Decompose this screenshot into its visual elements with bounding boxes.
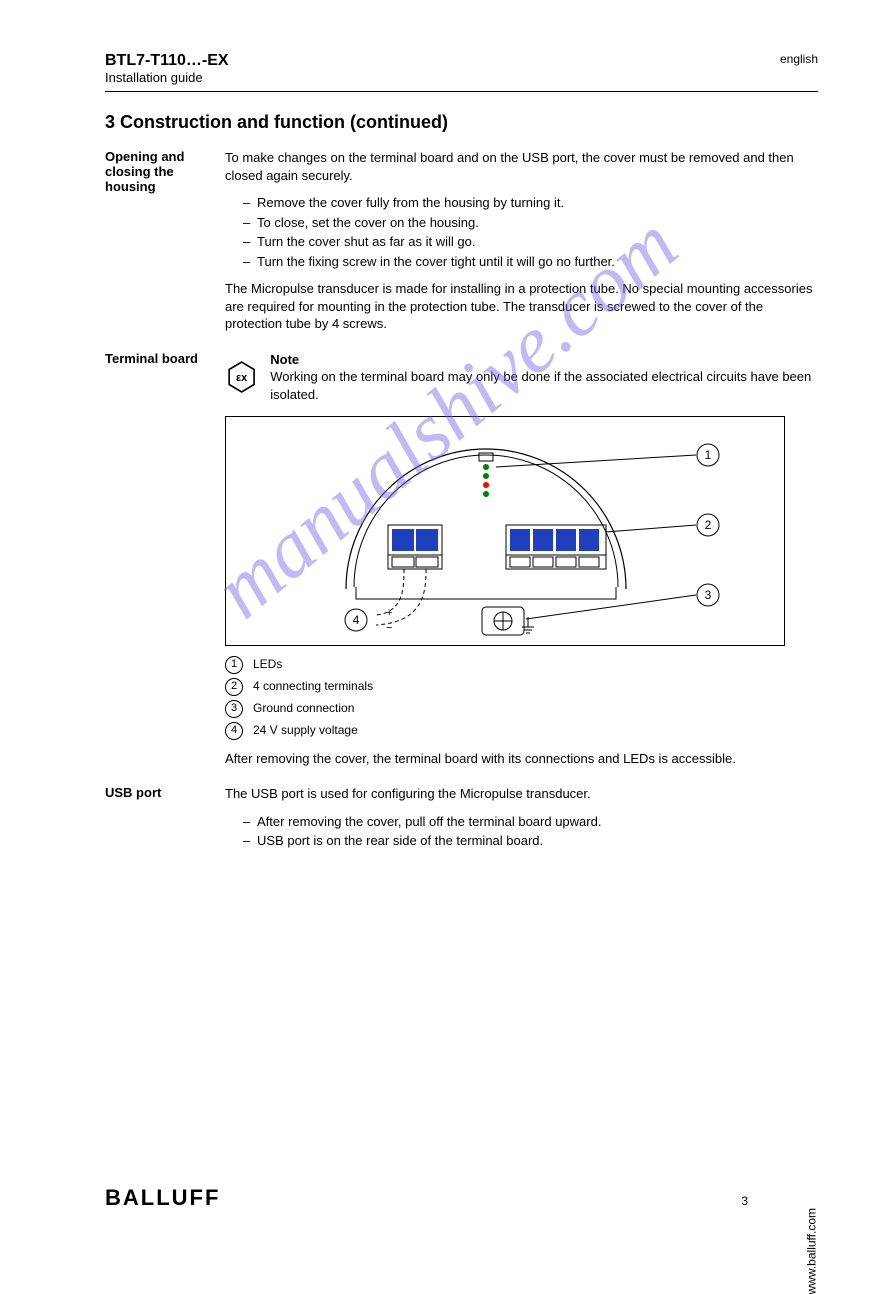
- opening-bullets: Remove the cover fully from the housing …: [225, 194, 818, 270]
- svg-text:εx: εx: [236, 372, 247, 384]
- legend-badge: 3: [225, 700, 243, 718]
- legend-badge: 4: [225, 722, 243, 740]
- legend-badge: 1: [225, 656, 243, 674]
- list-item: Turn the fixing screw in the cover tight…: [243, 253, 818, 271]
- svg-text:3: 3: [705, 588, 712, 602]
- terminal-section: Terminal board εx Note Working on the te…: [105, 351, 818, 777]
- list-item: To close, set the cover on the housing.: [243, 214, 818, 232]
- ex-hazard-icon: εx: [225, 359, 258, 395]
- svg-text:−: −: [386, 622, 392, 634]
- opening-section: Opening and closing the housing To make …: [105, 149, 818, 343]
- list-item: Remove the cover fully from the housing …: [243, 194, 818, 212]
- opening-label: Opening and closing the housing: [105, 149, 225, 343]
- usb-intro: The USB port is used for configuring the…: [225, 785, 818, 803]
- terminal-diagram: 1: [225, 416, 818, 740]
- usb-section: USB port The USB port is used for config…: [105, 785, 818, 860]
- language-label: english: [780, 52, 818, 66]
- svg-text:2: 2: [705, 518, 712, 532]
- usb-label: USB port: [105, 785, 225, 860]
- usb-bullets: After removing the cover, pull off the t…: [225, 813, 818, 850]
- page: BTL7-T110…-EX Installation guide english…: [0, 0, 893, 908]
- svg-text:1: 1: [705, 448, 712, 462]
- header-rule: [105, 91, 818, 92]
- doc-subtitle: Installation guide: [105, 70, 229, 85]
- footer-url: www.balluff.com: [804, 1208, 818, 1294]
- header: BTL7-T110…-EX Installation guide english: [105, 52, 818, 85]
- diagram-legend: 1 LEDs 2 4 connecting terminals 3 Ground co…: [225, 656, 818, 740]
- opening-intro: To make changes on the terminal board an…: [225, 149, 818, 184]
- legend-text: LEDs: [253, 656, 282, 672]
- list-item: USB port is on the rear side of the term…: [243, 832, 818, 850]
- doc-title: BTL7-T110…-EX: [105, 52, 229, 70]
- legend-text: 24 V supply voltage: [253, 722, 358, 738]
- terminal-label: Terminal board: [105, 351, 225, 777]
- page-number: 3: [741, 1194, 748, 1208]
- svg-text:4: 4: [353, 613, 360, 627]
- list-item: Turn the cover shut as far as it will go…: [243, 233, 818, 251]
- opening-outro: The Micropulse transducer is made for in…: [225, 280, 818, 333]
- note-title: Note: [270, 351, 818, 369]
- section-title: 3 Construction and function (continued): [105, 112, 818, 133]
- legend-badge: 2: [225, 678, 243, 696]
- note-body: Working on the terminal board may only b…: [270, 368, 818, 403]
- svg-text:+: +: [386, 607, 392, 619]
- legend-text: Ground connection: [253, 700, 354, 716]
- footer-logo: BALLUFF: [105, 1185, 220, 1211]
- legend-text: 4 connecting terminals: [253, 678, 373, 694]
- list-item: After removing the cover, pull off the t…: [243, 813, 818, 831]
- terminal-text-below: After removing the cover, the terminal b…: [225, 750, 818, 768]
